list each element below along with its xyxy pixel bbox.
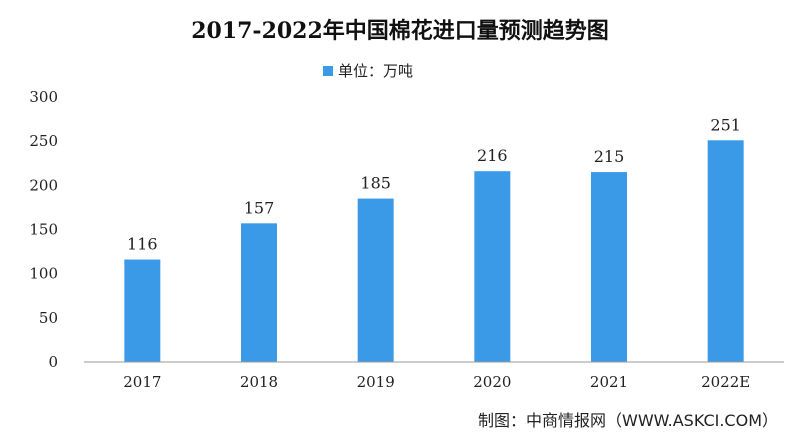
y-tick-label: 150 xyxy=(29,221,58,239)
data-label: 215 xyxy=(594,147,625,166)
y-tick-label: 50 xyxy=(39,309,58,327)
bar xyxy=(241,223,277,362)
x-axis: 2017 2018 2019 2020 2021 2022E xyxy=(123,373,750,391)
bar xyxy=(591,172,627,362)
data-labels: 116 157 185 216 215 251 xyxy=(127,115,741,253)
y-axis: 0 50 100 150 200 250 300 xyxy=(29,88,58,371)
source-credit: 制图：中商情报网（WWW.ASKCI.COM） xyxy=(478,411,778,430)
y-tick-label: 200 xyxy=(29,176,58,194)
bar xyxy=(474,171,511,362)
data-label: 116 xyxy=(127,235,158,254)
legend-label: 单位：万吨 xyxy=(338,62,413,80)
bar xyxy=(707,140,744,362)
y-tick-label: 0 xyxy=(48,353,58,371)
bars xyxy=(124,140,744,362)
legend-swatch xyxy=(323,66,333,76)
x-tick-label: 2017 xyxy=(123,373,161,391)
x-tick-label: 2022E xyxy=(701,373,750,391)
legend: 单位：万吨 xyxy=(323,62,413,80)
data-label: 185 xyxy=(360,174,391,193)
chart-title: 2017-2022年中国棉花进口量预测趋势图 xyxy=(191,18,609,44)
bar xyxy=(124,259,161,362)
data-label: 157 xyxy=(244,198,275,217)
bar xyxy=(357,198,394,362)
y-tick-label: 300 xyxy=(29,88,58,106)
y-tick-label: 100 xyxy=(29,265,58,283)
x-tick-label: 2021 xyxy=(590,373,628,391)
data-label: 216 xyxy=(477,146,508,165)
y-tick-label: 250 xyxy=(29,132,58,150)
x-tick-label: 2020 xyxy=(473,373,511,391)
x-tick-label: 2018 xyxy=(240,373,278,391)
data-label: 251 xyxy=(710,115,741,134)
x-tick-label: 2019 xyxy=(357,373,395,391)
